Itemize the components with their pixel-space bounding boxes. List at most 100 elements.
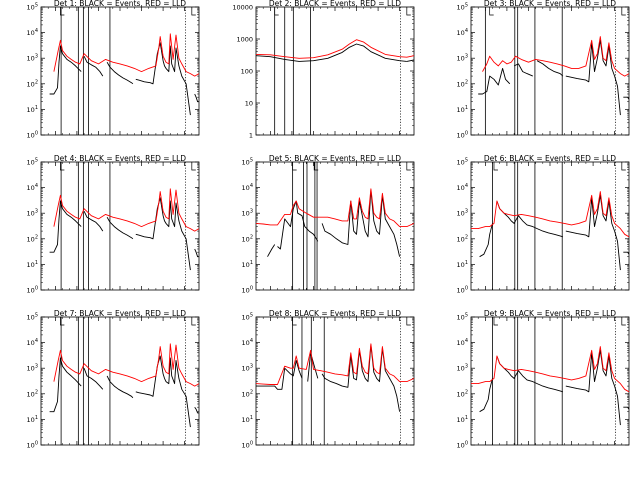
lld-series-line (53, 188, 199, 232)
events-series-line (513, 63, 533, 77)
y-tick-label: 104 (457, 338, 468, 347)
chart-title: Det 4: BLACK = Events, RED = LLD (54, 154, 186, 163)
chart-panel-8: Det 8: BLACK = Events, RED = LLD 100 101 10… (242, 309, 415, 450)
y-tick-label: 105 (457, 158, 468, 167)
chart-title: Det 1: BLACK = Events, RED = LLD (54, 0, 186, 8)
events-series-line (321, 344, 401, 412)
time-marker (60, 7, 65, 16)
time-marker (621, 162, 626, 171)
y-tick-label: 102 (242, 234, 253, 243)
y-tick-label: 100 (27, 131, 38, 140)
events-series-line (135, 197, 191, 271)
y-tick-label: 105 (27, 158, 38, 167)
events-series-line (135, 42, 191, 116)
time-marker (274, 7, 279, 16)
chart-panel-7: Det 7: BLACK = Events, RED = LLD 100 101 10… (27, 309, 200, 450)
y-tick-label: 102 (27, 389, 38, 398)
y-tick-label: 102 (457, 234, 468, 243)
plot-frame (470, 6, 630, 136)
time-marker (621, 317, 626, 326)
y-tick-label: 104 (242, 338, 253, 347)
time-marker (489, 7, 494, 16)
y-tick-label: 105 (27, 3, 38, 12)
plot-area (471, 162, 629, 290)
plot-frame (255, 6, 415, 136)
events-series-line (83, 211, 104, 232)
lld-series-line (256, 39, 414, 59)
plot-frame (40, 6, 200, 136)
events-series-line (623, 96, 629, 100)
chart-title: Det 6: BLACK = Events, RED = LLD (484, 154, 616, 163)
events-series-line (565, 39, 621, 116)
plot-frame (470, 316, 630, 446)
y-tick-label: 103 (457, 364, 468, 373)
y-tick-label: 1000 (236, 36, 253, 44)
y-tick-label: 100 (457, 286, 468, 295)
time-marker (191, 7, 196, 16)
time-marker (406, 162, 411, 171)
events-series-line (623, 406, 629, 410)
chart-panel-1: Det 1: BLACK = Events, RED = LLD 100 101 10… (27, 0, 200, 140)
events-series-line (479, 223, 493, 258)
plot-area (478, 7, 629, 135)
plot-frame (255, 316, 415, 446)
events-series-line (496, 200, 564, 238)
plot-frame (255, 161, 415, 291)
y-tick-label: 103 (27, 364, 38, 373)
y-tick-label: 104 (27, 28, 38, 37)
plot-area (256, 162, 414, 290)
events-series-line (83, 368, 104, 390)
y-tick-label: 105 (27, 313, 38, 322)
events-series-line (106, 61, 134, 85)
chart-panel-2: Det 2: BLACK = Events, RED = LLD 1 10 100 10… (232, 0, 415, 140)
lld-series-line (471, 191, 629, 238)
y-tick-label: 101 (27, 105, 38, 114)
y-tick-label: 105 (457, 313, 468, 322)
y-tick-label: 101 (242, 260, 253, 269)
y-tick-label: 105 (242, 158, 253, 167)
time-marker (292, 317, 297, 326)
y-tick-label: 101 (457, 415, 468, 424)
events-series-line (277, 200, 319, 250)
time-marker (60, 317, 65, 326)
y-tick-label: 102 (27, 234, 38, 243)
lld-series-line (256, 188, 414, 228)
events-series-line (49, 45, 82, 95)
plot-area (49, 317, 199, 445)
events-series-line (307, 352, 319, 382)
events-series-line (479, 378, 493, 413)
y-tick-label: 10 (245, 100, 253, 108)
y-tick-label: 104 (27, 338, 38, 347)
events-series-line (406, 59, 414, 62)
time-marker (313, 162, 319, 171)
y-tick-label: 102 (457, 389, 468, 398)
plot-area (49, 7, 199, 135)
y-tick-label: 100 (27, 286, 38, 295)
events-series-line (49, 357, 82, 413)
events-series-line (49, 200, 82, 253)
time-marker (191, 162, 196, 171)
chart-title: Det 8: BLACK = Events, RED = LLD (269, 309, 401, 318)
events-series-line (83, 56, 104, 77)
events-series-line (496, 355, 564, 393)
y-tick-label: 10000 (232, 4, 253, 12)
y-tick-label: 104 (457, 28, 468, 37)
events-series-line (321, 189, 401, 257)
events-series-line (194, 93, 199, 103)
chart-title: Det 7: BLACK = Events, RED = LLD (54, 309, 186, 318)
plot-area (256, 7, 414, 135)
y-tick-label: 102 (27, 79, 38, 88)
events-series-line (106, 216, 134, 240)
events-series-line (194, 248, 199, 258)
events-series-line (106, 375, 134, 399)
time-marker (493, 162, 498, 171)
chart-title: Det 9: BLACK = Events, RED = LLD (484, 309, 616, 318)
y-tick-label: 102 (457, 79, 468, 88)
time-marker (493, 317, 498, 326)
y-tick-label: 100 (241, 68, 253, 76)
y-tick-label: 105 (457, 3, 468, 12)
y-tick-label: 103 (457, 54, 468, 63)
y-tick-label: 100 (457, 441, 468, 450)
chart-title: Det 3: BLACK = Events, RED = LLD (484, 0, 616, 8)
